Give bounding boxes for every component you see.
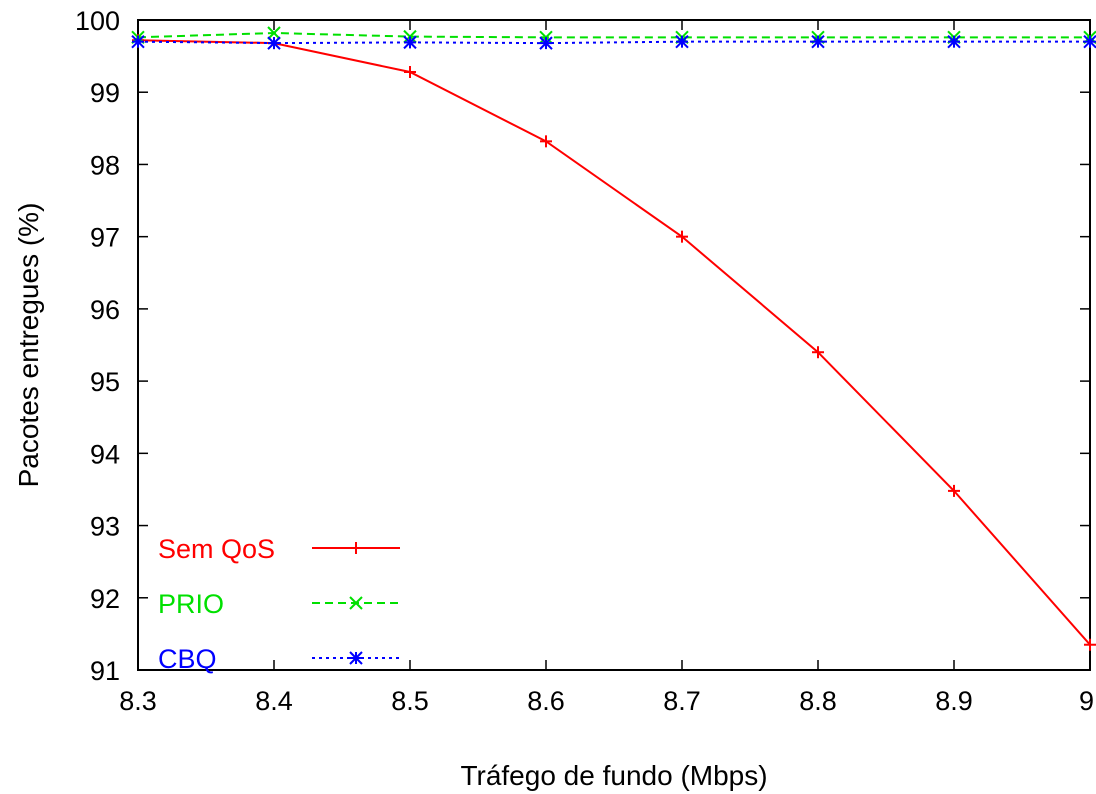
series-line-cbq (137, 40, 1090, 45)
x-tick-label: 8.7 (663, 686, 701, 716)
data-point-cbq (811, 34, 825, 49)
x-tick-label: 8.5 (391, 686, 429, 716)
y-tick-label: 92 (90, 584, 120, 614)
data-point-prio (267, 26, 281, 40)
x-tick-label: 8.4 (255, 686, 293, 716)
data-point-cbq (267, 36, 281, 50)
x-tick-label: 8.8 (799, 686, 837, 716)
y-tick-label: 99 (90, 78, 120, 108)
legend-label-sem-qos: Sem QoS (158, 534, 275, 564)
y-tick-label: 97 (90, 223, 120, 253)
legend-label-cbq: CBQ (158, 644, 217, 674)
data-point-cbq (1083, 34, 1096, 49)
x-tick-label: 9 (1079, 686, 1094, 716)
x-axis-title: Tráfego de fundo (Mbps) (460, 760, 767, 791)
y-tick-label: 93 (90, 512, 120, 542)
y-tick-label: 96 (90, 295, 120, 325)
plot-frame (137, 19, 1091, 671)
data-point-sem-qos (812, 346, 824, 359)
x-tick-label: 8.6 (527, 686, 565, 716)
data-point-cbq (675, 34, 689, 49)
series-line-prio (137, 31, 1090, 39)
legend-label-prio: PRIO (158, 589, 224, 619)
y-axis: 91 92 93 94 95 96 97 98 99 100 (75, 6, 1090, 686)
x-tick-label: 8.9 (935, 686, 973, 716)
data-point-cbq (131, 34, 145, 49)
data-point-cbq (539, 36, 553, 50)
legend-marker-sem-qos (350, 542, 362, 554)
y-tick-label: 100 (75, 6, 120, 36)
data-point-sem-qos (948, 484, 960, 497)
data-point-sem-qos (1084, 638, 1096, 651)
y-tick-label: 95 (90, 367, 120, 397)
y-tick-label: 91 (90, 656, 120, 686)
y-tick-label: 94 (90, 439, 120, 469)
legend-marker-cbq (349, 651, 363, 665)
x-axis: 8.3 8.4 8.5 8.6 8.7 8.8 8.9 9 (119, 20, 1094, 716)
data-point-cbq (403, 35, 417, 50)
series-line-sem-qos (137, 39, 1091, 646)
data-point-cbq (947, 34, 961, 49)
series-layer (131, 26, 1096, 651)
legend-marker-prio (349, 596, 363, 610)
y-axis-title: Pacotes entregues (%) (13, 203, 44, 488)
legend: Sem QoS PRIO CBQ (158, 534, 400, 674)
data-point-sem-qos (540, 135, 552, 148)
y-tick-label: 98 (90, 150, 120, 180)
x-tick-label: 8.3 (119, 686, 157, 716)
data-point-sem-qos (404, 66, 416, 78)
data-point-sem-qos (676, 230, 688, 243)
